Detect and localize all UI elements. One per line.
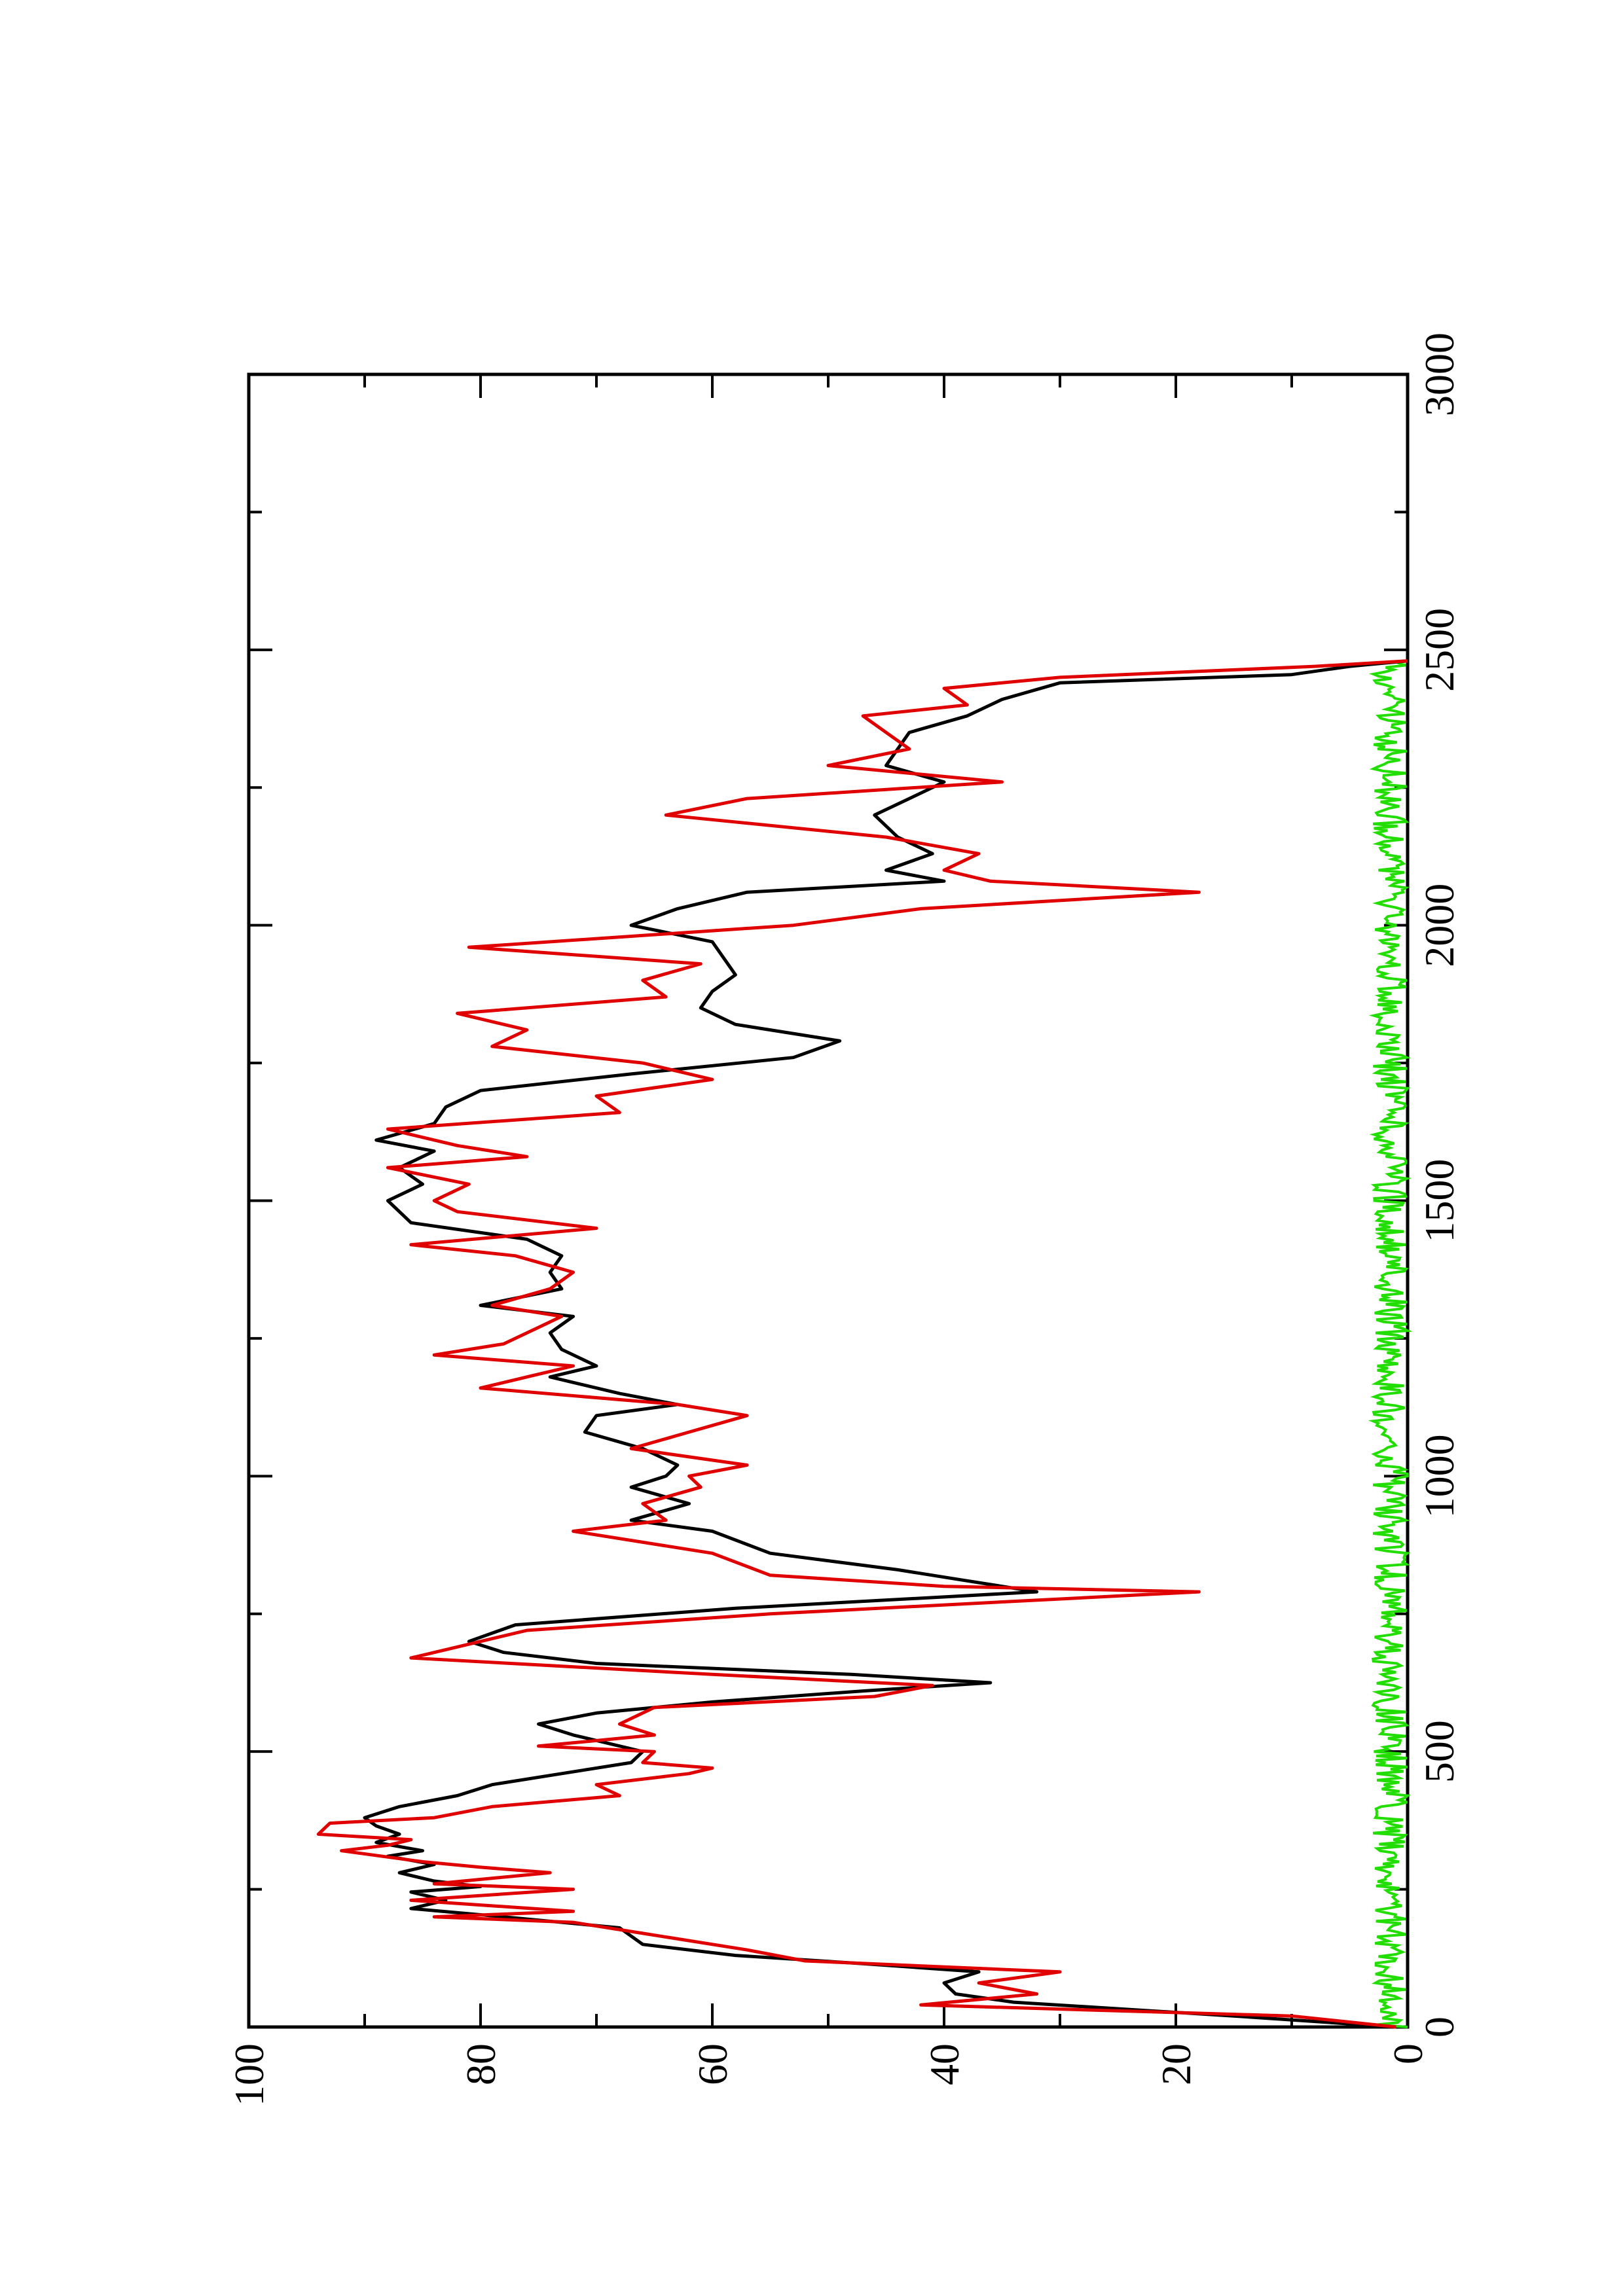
y-tick-label: 60 (689, 2043, 736, 2085)
series-black-line (363, 659, 1408, 2029)
y-tick-label: 40 (921, 2043, 968, 2085)
axis-ticks (247, 373, 1409, 2028)
x-tick-label: 3000 (1416, 332, 1463, 416)
x-tick-label: 1000 (1416, 1434, 1463, 1518)
x-tick-label: 500 (1416, 1720, 1463, 1783)
x-tick-label: 2500 (1416, 608, 1463, 692)
series-lines (316, 659, 1413, 2029)
x-tick-label: 1500 (1416, 1159, 1463, 1243)
plot-frame (247, 372, 1410, 2029)
y-tick-label: 80 (458, 2043, 504, 2085)
x-tick-label: 2000 (1416, 884, 1463, 967)
series-green-line (1368, 659, 1413, 2028)
y-tick-label: 20 (1153, 2043, 1199, 2085)
axis-tick-labels: 0 500 1000 1500 2000 2500 3000 0 20 40 60 80 100 (226, 332, 1463, 2106)
y-tick-label: 100 (226, 2043, 272, 2106)
x-tick-label: 0 (1416, 2017, 1463, 2037)
y-tick-label: 0 (1385, 2043, 1431, 2064)
series-red-line (316, 659, 1408, 2029)
